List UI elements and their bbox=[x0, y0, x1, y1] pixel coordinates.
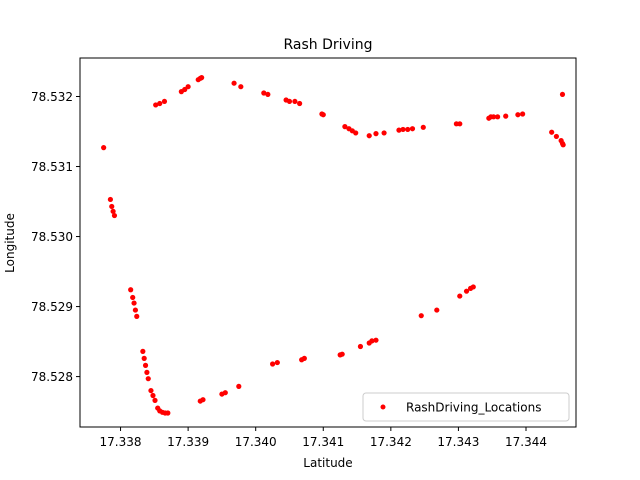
data-point bbox=[274, 359, 280, 366]
data-point bbox=[128, 287, 134, 293]
x-tick-label: 17.339 bbox=[167, 435, 209, 449]
data-point bbox=[110, 208, 116, 214]
data-point bbox=[559, 91, 566, 98]
data-point bbox=[400, 126, 406, 133]
data-point bbox=[145, 376, 151, 382]
data-point bbox=[549, 129, 555, 135]
data-point bbox=[353, 130, 359, 136]
data-point bbox=[373, 131, 379, 137]
data-point bbox=[490, 114, 497, 120]
legend-box bbox=[362, 392, 570, 422]
data-point bbox=[199, 75, 205, 81]
legend-marker bbox=[380, 404, 386, 410]
x-axis-label: Latitude bbox=[303, 456, 352, 470]
data-point bbox=[470, 284, 476, 290]
x-tick-label: 17.338 bbox=[100, 435, 142, 449]
data-point bbox=[142, 362, 149, 368]
data-point bbox=[185, 84, 191, 90]
data-point bbox=[366, 133, 372, 139]
data-point bbox=[200, 397, 206, 403]
data-point bbox=[238, 84, 244, 90]
data-point bbox=[150, 392, 156, 399]
data-point bbox=[495, 114, 501, 120]
data-point bbox=[222, 390, 228, 396]
data-point bbox=[463, 288, 470, 294]
y-tick-label: 78.528 bbox=[31, 370, 73, 384]
y-tick-label: 78.531 bbox=[31, 160, 73, 174]
x-axis: 17.338 17.339 17.340 17.341 17.342 17.343 17.3… bbox=[100, 427, 547, 449]
data-point bbox=[457, 121, 463, 127]
data-point bbox=[153, 102, 159, 108]
data-point bbox=[292, 98, 298, 105]
data-point bbox=[409, 126, 416, 132]
x-tick-label: 17.340 bbox=[235, 435, 277, 449]
data-point bbox=[457, 293, 463, 299]
legend: RashDriving_Locations bbox=[362, 392, 570, 422]
x-tick-label: 17.341 bbox=[302, 435, 344, 449]
data-point bbox=[157, 100, 163, 107]
x-tick-label: 17.342 bbox=[370, 435, 412, 449]
legend-label: RashDriving_Locations bbox=[406, 401, 541, 415]
y-tick-label: 78.529 bbox=[31, 300, 73, 314]
data-point bbox=[144, 369, 150, 375]
data-point bbox=[269, 361, 276, 367]
data-point bbox=[231, 80, 237, 86]
data-point bbox=[369, 338, 375, 344]
y-tick-label: 78.530 bbox=[31, 230, 73, 244]
data-point bbox=[373, 337, 379, 343]
data-point bbox=[161, 98, 168, 105]
data-point bbox=[420, 124, 426, 130]
chart-title: Rash Driving bbox=[284, 37, 373, 53]
data-point bbox=[130, 294, 136, 301]
data-point bbox=[165, 410, 171, 416]
data-point bbox=[342, 124, 348, 130]
x-tick-label: 17.344 bbox=[505, 435, 547, 449]
data-point bbox=[101, 145, 107, 151]
data-point bbox=[396, 127, 402, 133]
data-point bbox=[132, 307, 139, 313]
data-point bbox=[265, 91, 271, 98]
data-point bbox=[152, 397, 158, 403]
data-point bbox=[520, 111, 526, 117]
data-point bbox=[107, 196, 114, 203]
x-tick-label: 17.343 bbox=[437, 435, 479, 449]
data-point bbox=[434, 307, 440, 313]
plot-area bbox=[79, 57, 577, 428]
data-points bbox=[101, 75, 566, 416]
data-point bbox=[553, 133, 560, 140]
y-tick-label: 78.532 bbox=[31, 90, 73, 104]
data-point bbox=[286, 98, 293, 105]
data-point bbox=[148, 387, 154, 394]
data-point bbox=[320, 112, 326, 118]
data-point bbox=[339, 351, 345, 357]
data-point bbox=[261, 90, 267, 96]
data-point bbox=[109, 203, 115, 210]
axes-frame bbox=[79, 57, 577, 428]
data-point bbox=[515, 112, 521, 118]
data-point bbox=[141, 355, 147, 361]
y-axis-label: Longitude bbox=[3, 213, 17, 273]
data-point bbox=[134, 313, 140, 319]
data-point bbox=[301, 355, 307, 361]
data-point bbox=[140, 348, 146, 354]
data-point bbox=[131, 300, 137, 306]
y-axis: 78.528 78.529 78.530 78.531 78.532 bbox=[31, 90, 80, 384]
data-point bbox=[111, 212, 118, 219]
data-point bbox=[236, 383, 242, 389]
data-point bbox=[405, 126, 411, 133]
data-point bbox=[381, 130, 387, 136]
data-point bbox=[297, 100, 303, 107]
data-point bbox=[560, 142, 566, 148]
data-point bbox=[357, 343, 364, 350]
data-point bbox=[503, 113, 509, 119]
data-point bbox=[418, 313, 424, 319]
